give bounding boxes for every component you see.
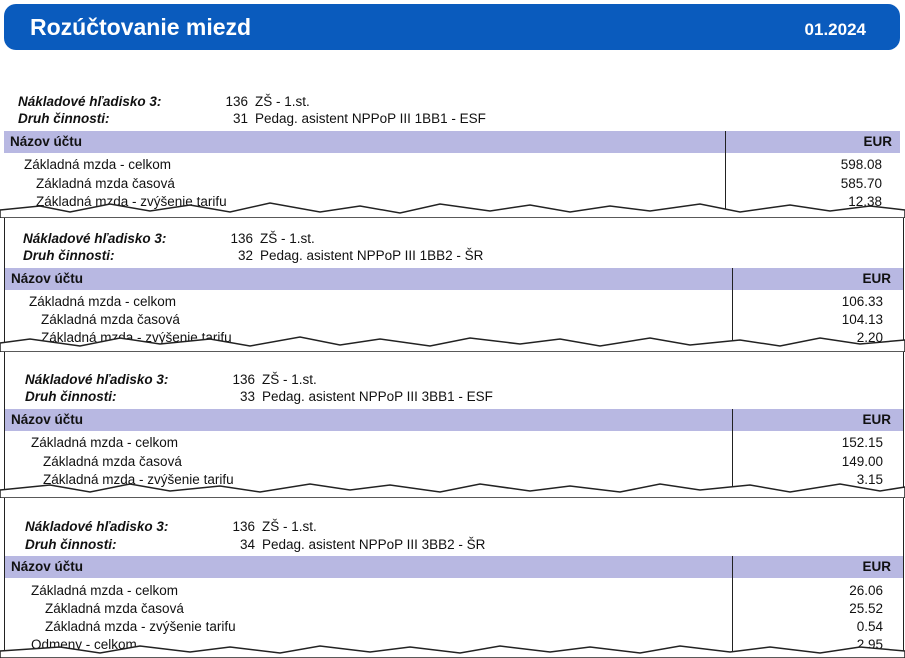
account-name: Základná mzda časová bbox=[36, 176, 175, 191]
column-currency: EUR bbox=[862, 559, 891, 574]
torn-edge bbox=[0, 336, 905, 352]
column-divider bbox=[725, 131, 726, 220]
cost-center-name: ZŠ - 1.st. bbox=[255, 94, 310, 109]
column-divider bbox=[732, 409, 733, 495]
cost-center-code: 136 bbox=[230, 231, 253, 246]
cost-center-name: ZŠ - 1.st. bbox=[262, 519, 317, 534]
account-name: Základná mzda časová bbox=[41, 312, 180, 327]
table-row: Základná mzda - celkom 106.33 bbox=[29, 294, 883, 309]
activity-name: Pedag. asistent NPPoP III 3BB2 - ŠR bbox=[262, 537, 486, 552]
cost-center-label: Nákladové hľadisko 3: bbox=[18, 94, 162, 109]
column-currency: EUR bbox=[862, 412, 891, 427]
account-value: 3.15 bbox=[856, 472, 883, 487]
column-account: Názov účtu bbox=[11, 271, 84, 286]
table-header: Názov účtu EUR bbox=[5, 556, 903, 578]
cost-center-name: ZŠ - 1.st. bbox=[260, 231, 315, 246]
torn-edge bbox=[0, 202, 905, 218]
account-name: Základná mzda - zvýšenie tarifu bbox=[45, 619, 236, 634]
account-value: 26.06 bbox=[849, 583, 883, 598]
activity-label: Druh činnosti: bbox=[25, 389, 117, 404]
account-value: 152.15 bbox=[841, 435, 883, 450]
table-row: Základná mzda - celkom 598.08 bbox=[24, 157, 882, 172]
table-row: Základná mzda časová 25.52 bbox=[45, 601, 883, 616]
table-row: Základná mzda - zvýšenie tarifu 0.54 bbox=[45, 619, 883, 634]
table-header: Názov účtu EUR bbox=[4, 131, 900, 153]
torn-edge bbox=[0, 645, 905, 658]
section-2: Nákladové hľadisko 3: 136 ZŠ - 1.st. Dru… bbox=[4, 216, 904, 351]
activity-label: Druh činnosti: bbox=[25, 537, 117, 552]
table-row: Základná mzda - celkom 26.06 bbox=[31, 583, 883, 598]
cost-center-code: 136 bbox=[232, 519, 255, 534]
activity-name: Pedag. asistent NPPoP III 1BB1 - ESF bbox=[255, 111, 486, 126]
table-row: Základná mzda časová 104.13 bbox=[41, 312, 883, 327]
table-row: Základná mzda časová 149.00 bbox=[43, 454, 883, 469]
cost-center-line: Nákladové hľadisko 3: 136 ZŠ - 1.st. bbox=[25, 519, 625, 535]
account-value: 0.54 bbox=[856, 619, 883, 634]
account-name: Základná mzda - celkom bbox=[31, 435, 179, 450]
column-account: Názov účtu bbox=[11, 412, 84, 427]
report-period: 01.2024 bbox=[804, 20, 866, 39]
cost-center-name: ZŠ - 1.st. bbox=[262, 372, 317, 387]
activity-code: 34 bbox=[239, 537, 255, 552]
activity-code: 31 bbox=[232, 111, 248, 126]
cost-center-code: 136 bbox=[232, 372, 255, 387]
column-divider bbox=[732, 268, 733, 350]
section-3: Nákladové hľadisko 3: 136 ZŠ - 1.st. Dru… bbox=[4, 349, 904, 496]
column-currency: EUR bbox=[862, 271, 891, 286]
activity-line: Druh činnosti: 31 Pedag. asistent NPPoP … bbox=[18, 111, 618, 127]
table-header: Názov účtu EUR bbox=[5, 409, 903, 431]
activity-line: Druh činnosti: 33 Pedag. asistent NPPoP … bbox=[25, 389, 625, 405]
account-name: Základná mzda - celkom bbox=[29, 294, 177, 309]
activity-code: 33 bbox=[239, 389, 255, 404]
cost-center-label: Nákladové hľadisko 3: bbox=[23, 231, 167, 246]
column-currency: EUR bbox=[863, 134, 892, 149]
account-name: Základná mzda - celkom bbox=[24, 157, 172, 172]
cost-center-line: Nákladové hľadisko 3: 136 ZŠ - 1.st. bbox=[18, 94, 618, 110]
activity-line: Druh činnosti: 34 Pedag. asistent NPPoP … bbox=[25, 537, 625, 553]
account-name: Základná mzda - zvýšenie tarifu bbox=[43, 472, 234, 487]
account-value: 104.13 bbox=[841, 312, 883, 327]
activity-name: Pedag. asistent NPPoP III 1BB2 - ŠR bbox=[260, 248, 484, 263]
account-value: 12.38 bbox=[848, 194, 882, 209]
account-name: Základná mzda časová bbox=[45, 601, 184, 616]
report-header: Rozúčtovanie miezd 01.2024 bbox=[4, 4, 900, 50]
account-name: Základná mzda - zvýšenie tarifu bbox=[36, 194, 227, 209]
table-row: Základná mzda - zvýšenie tarifu 12.38 bbox=[36, 194, 882, 209]
account-value: 149.00 bbox=[841, 454, 883, 469]
table-header: Názov účtu EUR bbox=[5, 268, 903, 290]
section-4: Nákladové hľadisko 3: 136 ZŠ - 1.st. Dru… bbox=[4, 494, 904, 658]
account-value: 2.20 bbox=[856, 330, 883, 345]
table-row: Základná mzda - zvýšenie tarifu 3.15 bbox=[43, 472, 883, 487]
report-title: Rozúčtovanie miezd bbox=[30, 14, 252, 40]
account-value: 106.33 bbox=[841, 294, 883, 309]
cost-center-label: Nákladové hľadisko 3: bbox=[25, 519, 169, 534]
cost-center-label: Nákladové hľadisko 3: bbox=[25, 372, 169, 387]
cost-center-code: 136 bbox=[225, 94, 248, 109]
cost-center-line: Nákladové hľadisko 3: 136 ZŠ - 1.st. bbox=[23, 231, 623, 247]
section-1: Nákladové hľadisko 3: 136 ZŠ - 1.st. Dru… bbox=[4, 88, 900, 220]
account-name: Základná mzda časová bbox=[43, 454, 182, 469]
account-value: 598.08 bbox=[840, 157, 882, 172]
torn-edge bbox=[0, 483, 905, 498]
activity-label: Druh činnosti: bbox=[18, 111, 110, 126]
table-row: Základná mzda - celkom 152.15 bbox=[31, 435, 883, 450]
activity-line: Druh činnosti: 32 Pedag. asistent NPPoP … bbox=[23, 248, 623, 264]
account-value: 25.52 bbox=[849, 601, 883, 616]
activity-code: 32 bbox=[237, 248, 253, 263]
table-row: Základná mzda časová 585.70 bbox=[36, 176, 882, 191]
cost-center-line: Nákladové hľadisko 3: 136 ZŠ - 1.st. bbox=[25, 372, 625, 388]
column-account: Názov účtu bbox=[10, 134, 83, 149]
column-account: Názov účtu bbox=[11, 559, 84, 574]
account-name: Základná mzda - celkom bbox=[31, 583, 179, 598]
activity-label: Druh činnosti: bbox=[23, 248, 115, 263]
activity-name: Pedag. asistent NPPoP III 3BB1 - ESF bbox=[262, 389, 493, 404]
column-divider bbox=[732, 556, 733, 657]
account-value: 585.70 bbox=[840, 176, 882, 191]
